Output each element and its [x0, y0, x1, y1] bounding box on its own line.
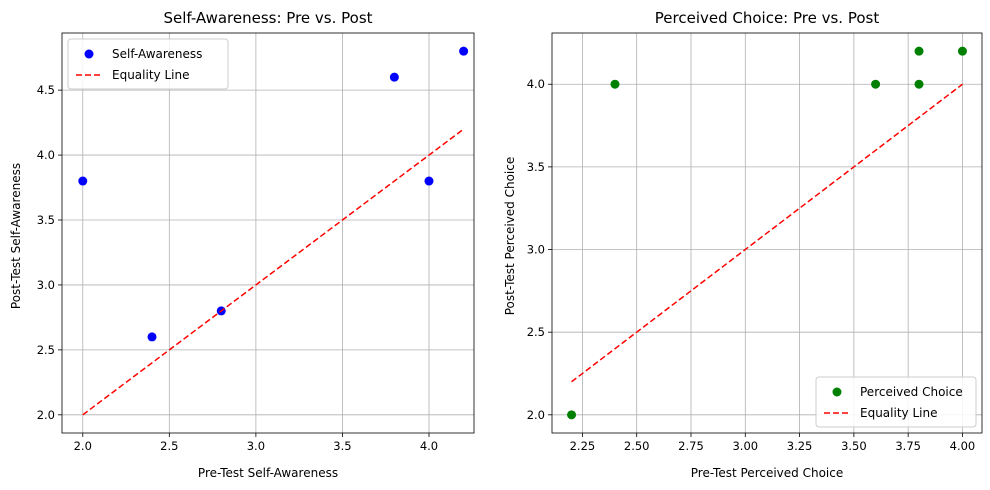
legend: Perceived Choice Equality Line — [815, 376, 977, 428]
y-tick-label: 3.0 — [37, 278, 55, 292]
data-point — [424, 176, 434, 186]
x-tick-label: 2.5 — [160, 439, 178, 453]
chart-title: Self-Awareness: Pre vs. Post — [163, 9, 372, 27]
data-point — [389, 72, 399, 82]
y-tick-label: 4.0 — [527, 77, 545, 91]
axes-frame — [551, 32, 983, 434]
y-tick-label: 2.5 — [527, 325, 545, 339]
legend-label: Equality Line — [860, 406, 937, 420]
x-tick-label: 3.75 — [895, 439, 921, 453]
axes-frame — [61, 32, 475, 434]
x-tick-label: 2.25 — [570, 439, 596, 453]
data-point — [914, 79, 924, 89]
plot-area: 2.25 2.50 2.75 3.00 3.25 3.50 3.75 4.00 2.0 2.5 3.… — [527, 32, 983, 453]
y-tick-label: 2.5 — [37, 343, 55, 357]
chart-perceived-choice: Perceived Choice: Pre vs. Post Pre-Test … — [503, 9, 983, 480]
x-tick-label: 3.50 — [841, 439, 867, 453]
legend-box — [67, 38, 229, 90]
legend-label: Perceived Choice — [860, 385, 963, 399]
equality-line — [571, 83, 963, 383]
y-tick-label: 3.0 — [527, 243, 545, 257]
y-axis-label: Post-Test Perceived Choice — [503, 157, 517, 316]
data-point — [610, 79, 620, 89]
chart-title: Perceived Choice: Pre vs. Post — [655, 9, 880, 27]
data-point — [957, 46, 967, 56]
y-tick-label: 3.5 — [37, 213, 55, 227]
x-tick-label: 3.5 — [333, 439, 351, 453]
y-tick-label: 2.0 — [37, 408, 55, 422]
data-point — [914, 46, 924, 56]
data-point — [567, 410, 577, 420]
legend: Self-Awareness Equality Line — [67, 38, 229, 90]
x-tick-label: 3.00 — [732, 439, 758, 453]
x-axis-label: Pre-Test Perceived Choice — [691, 466, 843, 480]
x-tick-label: 4.00 — [950, 439, 976, 453]
equality-line — [82, 128, 465, 416]
legend-marker-swatch — [84, 49, 94, 59]
legend-box — [815, 376, 977, 428]
x-tick-label: 2.50 — [624, 439, 650, 453]
x-tick-label: 4.0 — [420, 439, 438, 453]
y-tick-label: 4.0 — [37, 148, 55, 162]
y-tick-label: 4.5 — [37, 83, 55, 97]
y-axis-label: Post-Test Self-Awareness — [9, 163, 23, 309]
x-tick-label: 3.25 — [787, 439, 813, 453]
legend-marker-swatch — [832, 387, 842, 397]
x-tick-label: 2.75 — [678, 439, 704, 453]
x-tick-label: 3.0 — [247, 439, 265, 453]
chart-self-awareness: Self-Awareness: Pre vs. Post Pre-Test Se… — [9, 9, 475, 480]
plot-area: 2.0 2.5 3.0 3.5 4.0 2.0 2.5 3.0 3.5 4.0 4.5 Self-Aw… — [37, 32, 475, 453]
data-point — [147, 332, 157, 342]
y-tick-label: 3.5 — [527, 160, 545, 174]
legend-label: Self-Awareness — [112, 47, 202, 61]
data-point — [78, 176, 88, 186]
data-point — [871, 79, 881, 89]
data-point — [459, 46, 469, 56]
y-tick-label: 2.0 — [527, 408, 545, 422]
x-tick-label: 2.0 — [74, 439, 92, 453]
legend-label: Equality Line — [112, 68, 189, 82]
x-axis-label: Pre-Test Self-Awareness — [198, 466, 338, 480]
